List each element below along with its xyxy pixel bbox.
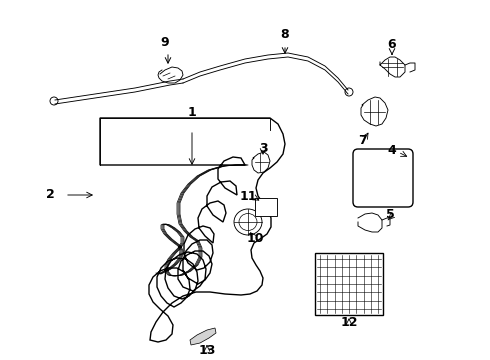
Text: 2: 2 — [46, 189, 54, 202]
FancyBboxPatch shape — [353, 149, 413, 207]
Text: 13: 13 — [198, 345, 216, 357]
Text: 9: 9 — [161, 36, 170, 49]
Text: 3: 3 — [259, 141, 268, 154]
Text: 8: 8 — [281, 28, 289, 41]
Ellipse shape — [234, 209, 262, 235]
Text: 1: 1 — [188, 107, 196, 120]
Text: 5: 5 — [386, 208, 394, 221]
Bar — [315, 253, 383, 315]
Text: 6: 6 — [388, 39, 396, 51]
Text: 10: 10 — [246, 231, 264, 244]
Text: 7: 7 — [358, 134, 367, 147]
FancyBboxPatch shape — [255, 198, 277, 216]
Text: 4: 4 — [388, 144, 396, 157]
Polygon shape — [190, 328, 216, 345]
Text: 12: 12 — [340, 315, 358, 328]
Text: 11: 11 — [239, 189, 257, 202]
